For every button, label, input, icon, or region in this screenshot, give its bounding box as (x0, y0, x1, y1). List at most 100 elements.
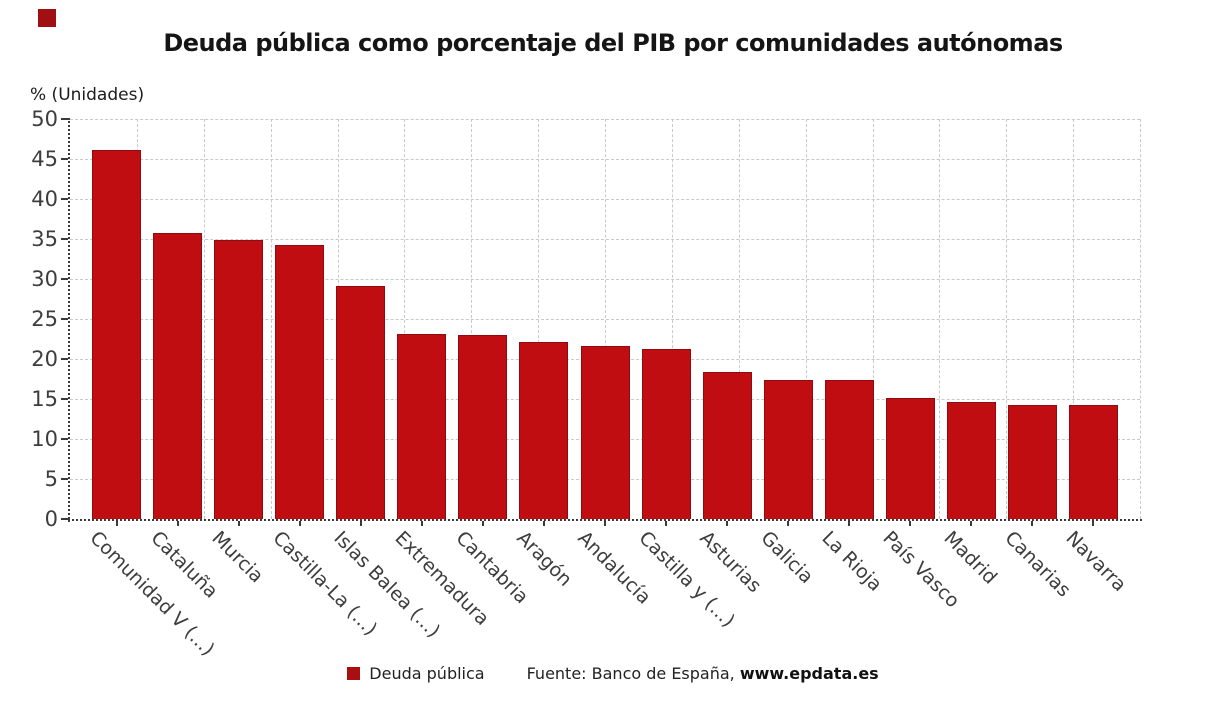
y-tick-label: 20 (31, 347, 58, 371)
bar-castilla-y[interactable] (641, 349, 691, 519)
y-tick-mark (61, 358, 68, 360)
bar-slot (1002, 119, 1063, 519)
y-axis-unit-label: % (Unidades) (30, 85, 145, 105)
x-tick-mark (848, 521, 851, 526)
x-tick-mark (176, 521, 179, 526)
y-tick-mark (61, 318, 68, 320)
x-tick-label: La Rioja (817, 527, 887, 596)
gridline-vertical (805, 119, 807, 519)
source-link[interactable]: www.epdata.es (739, 664, 879, 683)
x-tick-label: Murcia (207, 527, 268, 588)
y-tick-label: 35 (31, 227, 58, 251)
bar-slot (941, 119, 1002, 519)
x-tick-mark (481, 521, 484, 526)
bar-slot (147, 119, 208, 519)
gridline-vertical (1073, 119, 1075, 519)
bar-comunidad-v[interactable] (92, 150, 142, 519)
bar-islas-balea[interactable] (336, 286, 386, 519)
bar-slot (452, 119, 513, 519)
gridline-vertical (270, 119, 272, 519)
bar-canarias[interactable] (1007, 404, 1057, 519)
x-tick-mark (1092, 521, 1095, 526)
gridline-vertical (203, 119, 205, 519)
gridline-vertical (538, 119, 540, 519)
epdata-logo-mark (38, 9, 56, 27)
y-tick-mark (61, 438, 68, 440)
x-tick-mark (1031, 521, 1034, 526)
y-tick-mark (61, 198, 68, 200)
y-tick-label: 50 (31, 107, 58, 131)
x-tick-label: Madrid (939, 527, 1002, 589)
y-tick-mark (61, 278, 68, 280)
bar-castilla-la[interactable] (275, 244, 325, 519)
gridline-vertical (471, 119, 473, 519)
x-tick-mark (298, 521, 301, 526)
x-axis-line (68, 519, 1142, 521)
bar-cataluña[interactable] (153, 232, 203, 519)
y-tick-label: 15 (31, 387, 58, 411)
y-tick-mark (61, 398, 68, 400)
bar-slot (86, 119, 147, 519)
bar-slot (697, 119, 758, 519)
x-tick-mark (726, 521, 729, 526)
gridline-vertical (872, 119, 874, 519)
bar-slot (391, 119, 452, 519)
gridline-vertical (738, 119, 740, 519)
x-tick-mark (420, 521, 423, 526)
y-tick-label: 25 (31, 307, 58, 331)
gridline-vertical (939, 119, 941, 519)
x-tick-mark (115, 521, 118, 526)
y-tick-label: 45 (31, 147, 58, 171)
bar-slot (330, 119, 391, 519)
bar-slot (636, 119, 697, 519)
y-tick-mark (61, 518, 68, 520)
legend-item[interactable]: Deuda pública (347, 664, 485, 683)
x-tick-mark (237, 521, 240, 526)
bar-galicia[interactable] (763, 379, 813, 519)
x-tick-label: Islas Balea (...) (329, 527, 445, 643)
y-tick-label: 5 (44, 467, 58, 491)
gridline-vertical (605, 119, 606, 519)
y-tick-mark (61, 158, 68, 160)
bar-slot (575, 119, 636, 519)
bar-navarra[interactable] (1069, 404, 1119, 519)
bar-slot (819, 119, 880, 519)
x-tick-mark (787, 521, 790, 526)
x-tick-label: Castilla-La (...) (268, 527, 382, 641)
y-tick-label: 40 (31, 187, 58, 211)
chart-footer: Deuda pública Fuente: Banco de España, w… (0, 664, 1226, 683)
bar-país-vasco[interactable] (885, 398, 935, 519)
y-axis-line (68, 118, 70, 522)
plot-area (70, 119, 1141, 519)
bars-row (70, 119, 1140, 519)
x-tick-mark (359, 521, 362, 526)
x-tick-mark (665, 521, 668, 526)
bar-slot (758, 119, 819, 519)
bar-aragón[interactable] (519, 342, 569, 519)
gridline-vertical (1006, 119, 1008, 519)
bar-murcia[interactable] (214, 239, 264, 519)
x-tick-mark (542, 521, 545, 526)
y-tick-mark (61, 118, 68, 120)
bar-slot (513, 119, 574, 519)
x-tick-mark (604, 521, 606, 526)
bar-la-rioja[interactable] (824, 379, 874, 519)
bar-asturias[interactable] (702, 371, 752, 519)
bar-andalucía[interactable] (580, 346, 630, 519)
bar-slot (1063, 119, 1124, 519)
y-tick-mark (61, 238, 68, 240)
bar-slot (880, 119, 941, 519)
x-tick-mark (909, 521, 912, 526)
source-text: Fuente: Banco de España, www.epdata.es (527, 664, 879, 683)
bar-extremadura[interactable] (397, 334, 447, 519)
y-tick-mark (61, 478, 68, 480)
bar-slot (269, 119, 330, 519)
y-tick-label: 10 (31, 427, 58, 451)
legend-swatch-icon (347, 667, 361, 680)
bar-cantabria[interactable] (458, 335, 508, 519)
bar-slot (208, 119, 269, 519)
gridline-vertical (671, 119, 673, 519)
gridline-vertical (1140, 119, 1141, 519)
bar-madrid[interactable] (946, 402, 996, 519)
x-tick-label: Galicia (756, 527, 818, 589)
